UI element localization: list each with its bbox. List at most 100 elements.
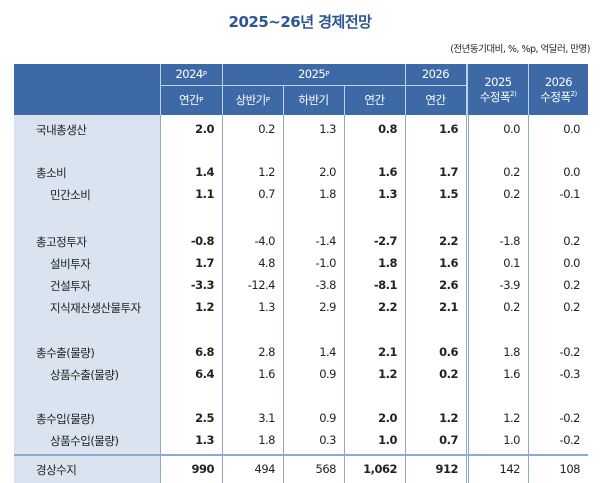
- cell-value: 0.0: [563, 256, 580, 270]
- cell-value: -1.8: [499, 234, 521, 248]
- header-2024: 2024 P: [175, 67, 207, 82]
- cell-value: 0.9: [319, 367, 336, 381]
- cell-value: 1.3: [319, 122, 336, 136]
- table-row: 총소비 1.4 1.2 2.0 1.6 1.7 0.2 0.0: [14, 161, 588, 183]
- cell-value: 0.2: [439, 367, 458, 381]
- cell-value: 6.8: [195, 345, 214, 359]
- row-label: 경상수지: [36, 463, 77, 477]
- row-label: 지식재산생산물투자: [50, 301, 141, 315]
- cell-value: 1.1: [195, 187, 214, 201]
- cell-value: 1.0: [503, 433, 520, 447]
- cell-value: 2.5: [195, 411, 214, 425]
- cell-value: 1.3: [258, 300, 275, 314]
- cell-value: 0.7: [258, 187, 275, 201]
- cell-value: 1.8: [378, 256, 397, 270]
- cell-value: 2.0: [378, 411, 397, 425]
- cell-value: -3.8: [315, 278, 337, 292]
- cell-value: 6.4: [195, 367, 214, 381]
- table-header: 2024 P 2025 P 2026 2025 수정폭2) 2026 수정폭2) 연간 P…: [14, 64, 588, 115]
- row-label: 국내총생산: [36, 123, 87, 137]
- cell-value: 1.5: [439, 187, 458, 201]
- table-body: 국내총생산 2.0 0.2 1.3 0.8 1.6 0.0 0.0 총소비 1.4 1.2 2.0 1.…: [14, 115, 588, 483]
- cell-value: -0.3: [559, 367, 581, 381]
- cell-value: 0.2: [258, 122, 275, 136]
- table-row: 민간소비 1.1 0.7 1.8 1.3 1.5 0.2 -0.1: [14, 183, 588, 205]
- cell-value: 0.3: [319, 433, 336, 447]
- cell-value: 1.4: [195, 165, 214, 179]
- cell-value: 1.2: [195, 300, 214, 314]
- cell-value: 1.3: [195, 433, 214, 447]
- cell-value: 2.8: [258, 345, 275, 359]
- cell-value: 1.4: [319, 345, 336, 359]
- row-label: 건설투자: [50, 279, 91, 293]
- cell-value: -2.7: [373, 234, 398, 248]
- table-row: 지식재산생산물투자 1.2 1.3 2.9 2.2 2.1 0.2 0.2: [14, 296, 588, 318]
- cell-value: 1.2: [378, 367, 397, 381]
- cell-value: 1.8: [258, 433, 275, 447]
- table-row: 총고정투자 -0.8 -4.0 -1.4 -2.7 2.2 -1.8 0.2: [14, 230, 588, 252]
- cell-value: 1.6: [258, 367, 275, 381]
- cell-value: 1.7: [439, 165, 458, 179]
- cell-value: 1.6: [378, 165, 397, 179]
- forecast-table: 2024 P 2025 P 2026 2025 수정폭2) 2026 수정폭2) 연간 P…: [14, 64, 588, 483]
- table-row: 상품수출(물량) 6.4 1.6 0.9 1.2 0.2 1.6 -0.3: [14, 363, 588, 385]
- cell-value: 2.1: [378, 345, 397, 359]
- subheader-2025-h2: 하반기: [298, 93, 329, 108]
- table-row: 상품수입(물량) 1.3 1.8 0.3 1.0 0.7 1.0 -0.2: [14, 429, 588, 451]
- cell-value: -0.8: [190, 234, 215, 248]
- page-title: 2025~26년 경제전망: [228, 13, 372, 31]
- subheader-2024-annual: 연간 P: [179, 93, 203, 108]
- table-row: 국내총생산 2.0 0.2 1.3 0.8 1.6 0.0 0.0: [14, 118, 588, 140]
- header-2025-revision: 2025 수정폭2): [479, 75, 517, 104]
- cell-value: 0.0: [503, 122, 520, 136]
- cell-value: -3.9: [499, 278, 521, 292]
- cell-value: -3.3: [190, 278, 215, 292]
- table-row: 총수입(물량) 2.5 3.1 0.9 2.0 1.2 1.2 -0.2: [14, 407, 588, 429]
- units-note: (전년동기대비, %, %p, 억달러, 만명): [450, 44, 590, 55]
- row-label: 총소비: [36, 166, 67, 180]
- cell-value: 0.2: [503, 300, 520, 314]
- cell-value: 1.8: [319, 187, 336, 201]
- cell-value: 1.6: [439, 122, 458, 136]
- row-label: 총수입(물량): [36, 412, 95, 426]
- row-label: 상품수출(물량): [50, 368, 119, 382]
- header-2026: 2026: [421, 67, 450, 82]
- cell-value: 4.8: [258, 256, 275, 270]
- cell-value: 1.3: [378, 187, 397, 201]
- cell-value: 1.2: [258, 165, 275, 179]
- cell-value: -0.2: [559, 411, 581, 425]
- cell-value: -8.1: [373, 278, 398, 292]
- cell-value: 1.7: [195, 256, 214, 270]
- cell-value: 108: [559, 462, 581, 476]
- cell-value: 0.2: [563, 234, 580, 248]
- cell-value: 0.9: [319, 411, 336, 425]
- cell-value: 0.6: [439, 345, 458, 359]
- cell-value: 0.2: [563, 300, 580, 314]
- cell-value: 2.0: [319, 165, 336, 179]
- table-row: 경상수지 990 494 568 1,062 912 142 108: [14, 458, 588, 480]
- row-label: 민간소비: [50, 188, 91, 202]
- cell-value: -1.4: [315, 234, 337, 248]
- cell-value: 0.0: [563, 122, 580, 136]
- cell-value: 2.6: [439, 278, 458, 292]
- cell-value: 0.2: [563, 278, 580, 292]
- row-label: 총수출(물량): [36, 346, 95, 360]
- cell-value: 2.9: [319, 300, 336, 314]
- cell-value: 1.8: [503, 345, 520, 359]
- subheader-2026-annual: 연간: [425, 93, 446, 108]
- cell-value: 0.7: [439, 433, 458, 447]
- cell-value: 912: [435, 462, 458, 476]
- table-row: 설비투자 1.7 4.8 -1.0 1.8 1.6 0.1 0.0: [14, 252, 588, 274]
- cell-value: 1.6: [439, 256, 458, 270]
- cell-value: 494: [254, 462, 276, 476]
- cell-value: -0.2: [559, 433, 581, 447]
- cell-value: 2.2: [378, 300, 397, 314]
- cell-value: 1,062: [363, 462, 397, 476]
- cell-value: 1.2: [503, 411, 520, 425]
- cell-value: -0.2: [559, 345, 581, 359]
- row-label: 총고정투자: [36, 235, 87, 249]
- header-2026-revision: 2026 수정폭2): [540, 75, 577, 104]
- table-row: 건설투자 -3.3 -12.4 -3.8 -8.1 2.6 -3.9 0.2: [14, 274, 588, 296]
- header-2025: 2025 P: [297, 67, 329, 82]
- cell-value: 568: [315, 462, 337, 476]
